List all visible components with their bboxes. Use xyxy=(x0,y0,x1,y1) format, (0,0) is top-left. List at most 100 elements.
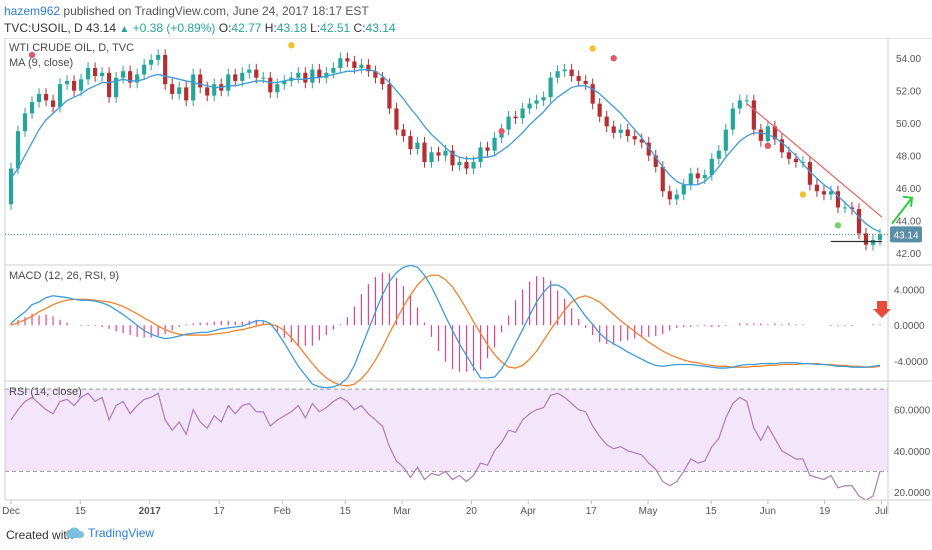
time-tick-label: 20 xyxy=(466,506,478,517)
candle-body xyxy=(485,147,490,151)
candle-body xyxy=(436,152,441,156)
price-tick-label: 50.00 xyxy=(896,119,921,130)
rsi-pane-title: RSI (14, close) xyxy=(9,386,82,398)
candle-body xyxy=(261,77,266,79)
candle-body xyxy=(821,191,827,195)
candle-body xyxy=(681,184,686,195)
rsi-tick-label: 20.0000 xyxy=(894,488,931,499)
candle-body xyxy=(268,77,273,93)
candle-body xyxy=(359,64,364,68)
candle-body xyxy=(177,87,182,94)
candle-body xyxy=(317,69,322,78)
candle-body xyxy=(611,126,616,133)
time-tick-label: 15 xyxy=(340,506,352,517)
candle-body xyxy=(863,233,869,245)
candle-body xyxy=(114,77,119,98)
candle-body xyxy=(877,234,883,240)
candle-body xyxy=(856,209,862,234)
candle-body xyxy=(352,61,357,68)
candle-body xyxy=(121,71,126,78)
candle-body xyxy=(562,69,567,72)
downtrend-line xyxy=(746,103,883,218)
signal-dot xyxy=(498,128,505,135)
time-tick-label: Mar xyxy=(393,506,411,517)
candle-body xyxy=(695,173,700,179)
candle-body xyxy=(64,80,70,85)
candle-body xyxy=(457,162,462,166)
price-tick-label: 54.00 xyxy=(896,54,921,65)
time-tick-label: 19 xyxy=(819,506,831,517)
candle-body xyxy=(716,150,721,159)
close-value: 43.14 xyxy=(365,21,396,35)
low-value: 42.51 xyxy=(320,21,351,35)
created-with-label: Created with xyxy=(6,528,74,542)
chart-area[interactable]: 54.00 52.00 50.00 48.00 46.00 44.00 42.00 43.14… xyxy=(0,38,932,520)
candle-body xyxy=(15,131,21,169)
tradingview-link[interactable]: TradingView xyxy=(66,526,154,540)
signal-dot xyxy=(610,55,617,62)
main-pane-title: WTI CRUDE OIL, D, TVC xyxy=(9,42,134,54)
time-tick-label: Dec xyxy=(2,506,20,517)
candle-body xyxy=(800,162,806,164)
candle-body xyxy=(814,184,820,192)
candle-body xyxy=(541,97,546,101)
candle-body xyxy=(128,71,133,83)
candle-body xyxy=(590,84,595,104)
candle-body xyxy=(534,100,539,104)
price-tick-label: 48.00 xyxy=(896,152,921,163)
time-tick-label: 17 xyxy=(586,506,598,517)
tradingview-label: TradingView xyxy=(88,526,155,540)
candle-body xyxy=(527,103,532,109)
candle-body xyxy=(660,166,665,192)
candle-body xyxy=(667,191,672,200)
high-value: 43.18 xyxy=(276,21,307,35)
candle-body xyxy=(191,74,196,101)
candle-body xyxy=(723,129,728,151)
author-link[interactable]: hazem962 xyxy=(4,4,61,18)
candle-body xyxy=(632,136,637,140)
candle-body xyxy=(758,129,763,141)
candle-body xyxy=(625,129,630,137)
candle-body xyxy=(254,69,259,78)
candle-body xyxy=(471,162,476,169)
signal-dot xyxy=(28,51,36,59)
candle-body xyxy=(107,72,112,98)
time-tick-label: 17 xyxy=(214,506,226,517)
low-label: L: xyxy=(310,21,321,35)
macd-tick-label: 4.0000 xyxy=(894,286,925,297)
candle-body xyxy=(639,139,644,143)
candle-body xyxy=(492,137,497,151)
candle-body xyxy=(429,152,434,163)
candle-body xyxy=(674,194,679,200)
open-value: 42.77 xyxy=(231,21,262,35)
candle-body xyxy=(247,69,252,73)
candle-body xyxy=(345,58,350,62)
candle-body xyxy=(149,59,154,65)
candle-body xyxy=(688,173,693,185)
ma-indicator-label: MA (9, close) xyxy=(9,57,73,69)
time-tick-label: May xyxy=(639,506,658,517)
close-label: C: xyxy=(353,21,366,35)
candle-body xyxy=(331,67,336,73)
candle-body xyxy=(870,239,876,245)
candle-body xyxy=(744,100,749,102)
up-arrow-icon xyxy=(891,197,913,225)
candle-body xyxy=(779,139,784,153)
footer-bar: Created with TradingView xyxy=(0,520,932,550)
candle-body xyxy=(205,87,210,96)
rsi-band xyxy=(5,389,888,472)
candle-body xyxy=(85,67,91,80)
time-tick-label: Apr xyxy=(520,506,536,517)
time-tick-label: 2017 xyxy=(139,506,162,517)
candle-body xyxy=(233,74,238,81)
candle-body xyxy=(22,113,28,132)
candle-body xyxy=(184,87,189,101)
candle-body xyxy=(156,54,161,60)
signal-dot xyxy=(589,45,596,52)
price-change: +0.38 (+0.89%) xyxy=(132,21,216,35)
candle-body xyxy=(170,84,175,94)
candle-body xyxy=(401,129,406,137)
candle-body xyxy=(282,80,287,85)
candle-body xyxy=(303,72,308,83)
candle-body xyxy=(835,191,841,208)
